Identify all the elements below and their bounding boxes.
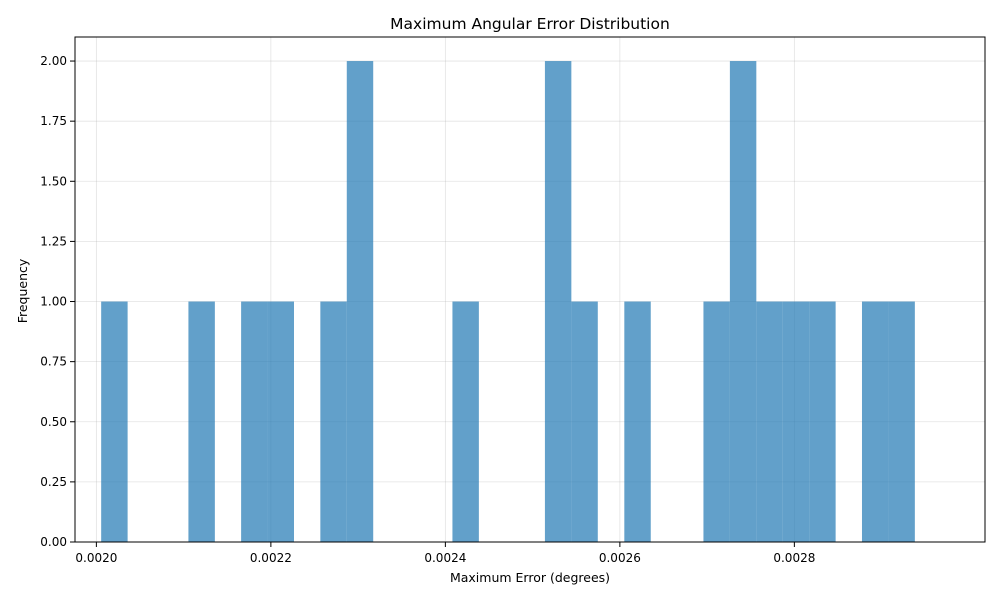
histogram-bar (703, 301, 730, 542)
y-tick-label: 1.75 (40, 114, 67, 128)
histogram-bar (452, 301, 479, 542)
x-ticks: 0.0020 0.0022 0.0024 0.0026 0.0028 (75, 542, 815, 565)
y-tick-label: 0.75 (40, 355, 67, 369)
histogram-bar (346, 61, 374, 543)
histogram-bar (241, 301, 268, 542)
y-tick-label: 2.00 (40, 54, 67, 68)
histogram-bar (782, 301, 810, 542)
y-tick-label: 0.25 (40, 475, 67, 489)
histogram-bar (101, 301, 128, 542)
plot-frame (74, 36, 986, 543)
histogram-bar (544, 61, 572, 543)
y-tick-label: 0.50 (40, 415, 67, 429)
histogram-bar (188, 301, 215, 542)
y-tick-label: 1.50 (40, 174, 67, 188)
y-axis-label: Frequency (15, 258, 30, 323)
x-tick-label: 0.0022 (250, 551, 292, 565)
x-tick-label: 0.0020 (75, 551, 117, 565)
histogram-bar (809, 301, 836, 542)
histogram-bar (267, 301, 294, 542)
bars (101, 61, 915, 543)
histogram-bar (729, 61, 757, 543)
x-axis-label: Maximum Error (degrees) (450, 570, 610, 585)
chart-title: Maximum Angular Error Distribution (390, 15, 670, 33)
x-tick-label: 0.0024 (424, 551, 466, 565)
y-ticks: 0.00 0.25 0.50 0.75 1.00 1.25 1.50 1.75 2.00 (40, 54, 75, 549)
y-tick-label: 0.00 (40, 535, 67, 549)
histogram-bar (320, 301, 347, 542)
y-tick-label: 1.25 (40, 234, 67, 248)
y-tick-label: 1.00 (40, 295, 67, 309)
axes (74, 36, 986, 543)
x-tick-label: 0.0026 (599, 551, 641, 565)
histogram-bar (861, 301, 889, 542)
histogram-bar (571, 301, 598, 542)
histogram-bar (888, 301, 915, 542)
histogram-bar (624, 301, 651, 542)
x-tick-label: 0.0028 (773, 551, 815, 565)
histogram-bar (756, 301, 783, 542)
